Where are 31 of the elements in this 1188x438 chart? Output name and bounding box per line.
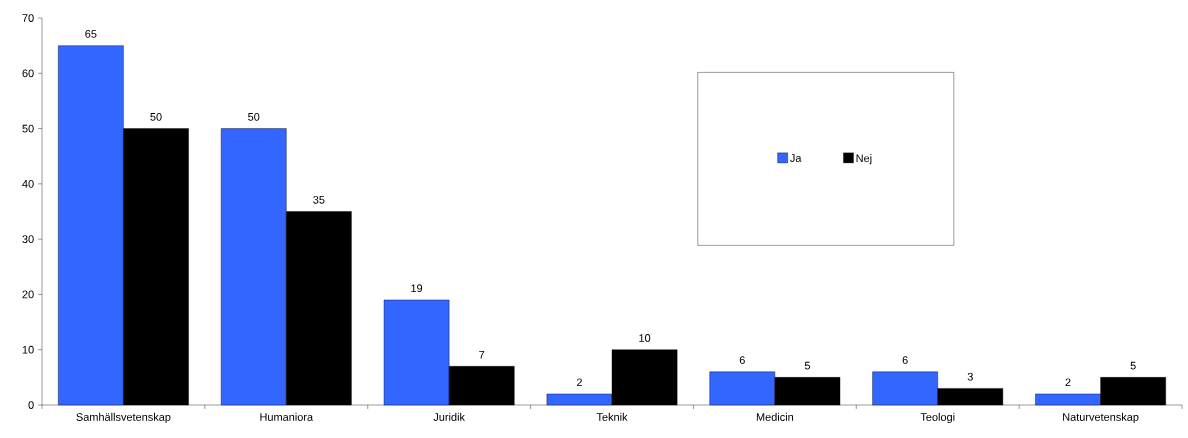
data-label: 5 <box>804 361 811 370</box>
x-tick-label: Teologi <box>920 412 955 424</box>
y-tick-label: 40 <box>22 179 34 188</box>
data-label: 50 <box>150 112 162 121</box>
x-tick-label: Humaniora <box>260 412 314 421</box>
y-tick-label: 70 <box>22 14 34 22</box>
y-tick-label: 0 <box>28 401 34 409</box>
x-tick-label: Juridik <box>433 412 465 421</box>
data-label: 2 <box>1065 378 1071 387</box>
legend-label: Nej <box>856 154 872 165</box>
x-tick-label: Samhällsvetenskap <box>76 412 171 424</box>
legend-label: Ja <box>790 154 802 162</box>
data-label: 5 <box>1130 361 1136 370</box>
x-tick-label: Medicin <box>756 412 794 421</box>
y-tick-label: 10 <box>22 345 34 354</box>
data-label: 3 <box>967 372 973 381</box>
y-tick-label: 30 <box>22 235 34 244</box>
data-label: 19 <box>411 284 423 293</box>
data-label: 35 <box>313 195 325 204</box>
data-label: 7 <box>479 350 485 359</box>
data-label: 6 <box>902 356 908 364</box>
x-tick-label: Naturvetenskap <box>1063 412 1139 424</box>
data-label: 50 <box>248 112 260 121</box>
data-label: 10 <box>639 334 651 342</box>
x-tick-label: Teknik <box>596 412 628 421</box>
y-tick-label: 60 <box>22 69 34 78</box>
y-tick-label: 50 <box>22 124 34 133</box>
data-label: 65 <box>85 30 97 38</box>
data-label: 2 <box>576 378 582 387</box>
data-label: 6 <box>739 356 745 364</box>
y-tick-label: 20 <box>22 290 34 299</box>
